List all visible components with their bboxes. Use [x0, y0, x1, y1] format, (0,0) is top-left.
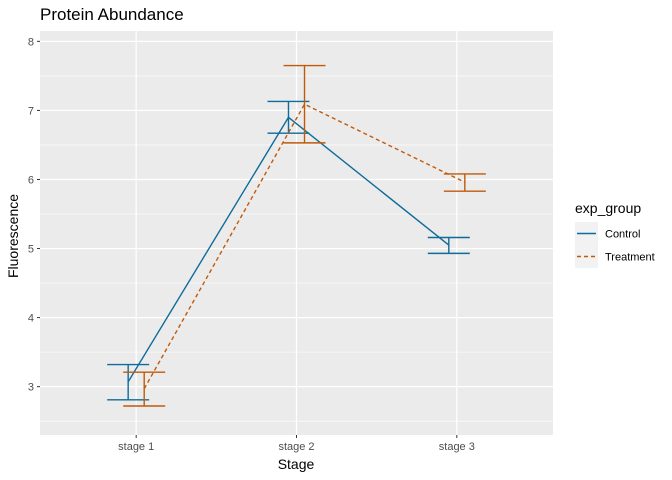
x-tick-label: stage 2: [278, 441, 314, 453]
series-treatment: [123, 64, 486, 407]
y-tick-label: 4: [28, 313, 34, 325]
series-control: [107, 100, 470, 401]
y-tick-label: 5: [28, 244, 34, 256]
error-bar: [123, 371, 166, 407]
x-axis-title: Stage: [278, 456, 315, 472]
legend-item-treatment: Treatment: [575, 245, 655, 268]
error-bar: [443, 173, 486, 192]
series-line: [143, 103, 466, 390]
series-layer: [107, 64, 486, 407]
legend-label: Treatment: [605, 252, 655, 264]
legend: exp_group Control Treatment: [575, 200, 655, 268]
legend-label: Control: [605, 229, 640, 241]
y-tick-label: 7: [28, 105, 34, 117]
x-axis: stage 1 stage 2 stage 3: [118, 435, 475, 453]
chart-title: Protein Abundance: [40, 5, 184, 24]
y-tick-label: 3: [28, 382, 34, 394]
y-axis: 3 4 5 6 7 8: [28, 36, 40, 394]
error-bar: [267, 100, 310, 134]
error-bar: [283, 64, 326, 144]
error-bar: [107, 363, 150, 401]
legend-items: Control Treatment: [575, 222, 655, 268]
y-tick-label: 8: [28, 36, 34, 48]
y-axis-title: Fluorescence: [5, 194, 21, 278]
legend-item-control: Control: [575, 222, 640, 245]
legend-title: exp_group: [575, 200, 641, 216]
y-tick-label: 6: [28, 174, 34, 186]
error-bar: [427, 236, 470, 255]
x-tick-label: stage 3: [439, 441, 475, 453]
x-tick-label: stage 1: [118, 441, 154, 453]
grid: [40, 31, 553, 435]
